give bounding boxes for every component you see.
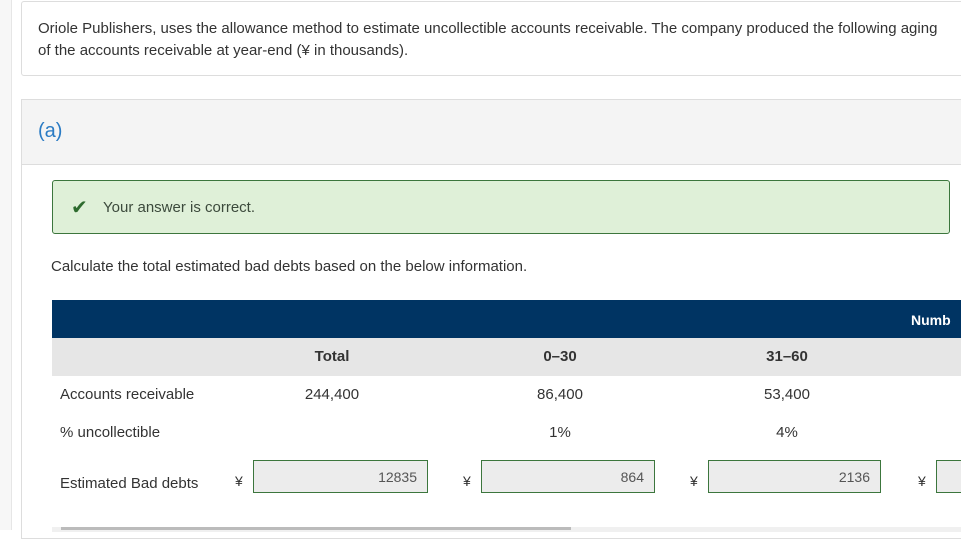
- cell: 86,400: [537, 386, 583, 403]
- feedback-banner: ✔ Your answer is correct.: [52, 180, 950, 234]
- col-31-60: 31–60: [766, 348, 808, 365]
- check-icon: ✔: [71, 196, 88, 219]
- number-of-days-header: Numb: [911, 312, 951, 328]
- yen-symbol: ¥: [235, 473, 243, 489]
- cell: 1%: [549, 424, 571, 441]
- column-headers: Total 0–30 31–60: [52, 338, 961, 376]
- total-bad-debts-input[interactable]: 12835: [253, 460, 428, 493]
- bad-debts-0-30-input[interactable]: 864: [481, 460, 655, 493]
- row-label: Estimated Bad debts: [60, 475, 199, 492]
- bad-debts-31-60-input[interactable]: 2136: [708, 460, 881, 493]
- scrollbar-thumb[interactable]: [61, 527, 571, 530]
- yen-symbol: ¥: [918, 473, 926, 489]
- part-a-section: (a) ✔ Your answer is correct. Calculate …: [21, 99, 961, 539]
- aging-table: Numb Total 0–30 31–60 Accounts receivabl…: [52, 300, 961, 514]
- question-text: Oriole Publishers, uses the allowance me…: [38, 20, 938, 59]
- bad-debts-next-input[interactable]: [936, 460, 961, 493]
- table-top-header: Numb: [52, 300, 961, 338]
- instruction: Calculate the total estimated bad debts …: [51, 258, 528, 275]
- feedback-text: Your answer is correct.: [103, 198, 256, 216]
- cell: 53,400: [764, 386, 810, 403]
- left-strip: [0, 0, 12, 530]
- question-card: Oriole Publishers, uses the allowance me…: [21, 1, 961, 76]
- col-0-30: 0–30: [543, 348, 577, 365]
- table-row: % uncollectible 1% 4%: [52, 414, 961, 452]
- row-label: % uncollectible: [60, 424, 161, 441]
- row-label: Accounts receivable: [60, 386, 195, 403]
- part-label: (a): [38, 120, 63, 142]
- yen-symbol: ¥: [463, 473, 471, 489]
- cell: 244,400: [304, 386, 360, 403]
- cell: 4%: [776, 424, 798, 441]
- table-row: Accounts receivable 244,400 86,400 53,40…: [52, 376, 961, 414]
- col-total: Total: [314, 348, 350, 365]
- estimated-bad-debts-row: Estimated Bad debts ¥ 12835 ¥ 864 ¥ 2136…: [52, 460, 961, 514]
- part-header: (a): [22, 100, 961, 165]
- yen-symbol: ¥: [690, 473, 698, 489]
